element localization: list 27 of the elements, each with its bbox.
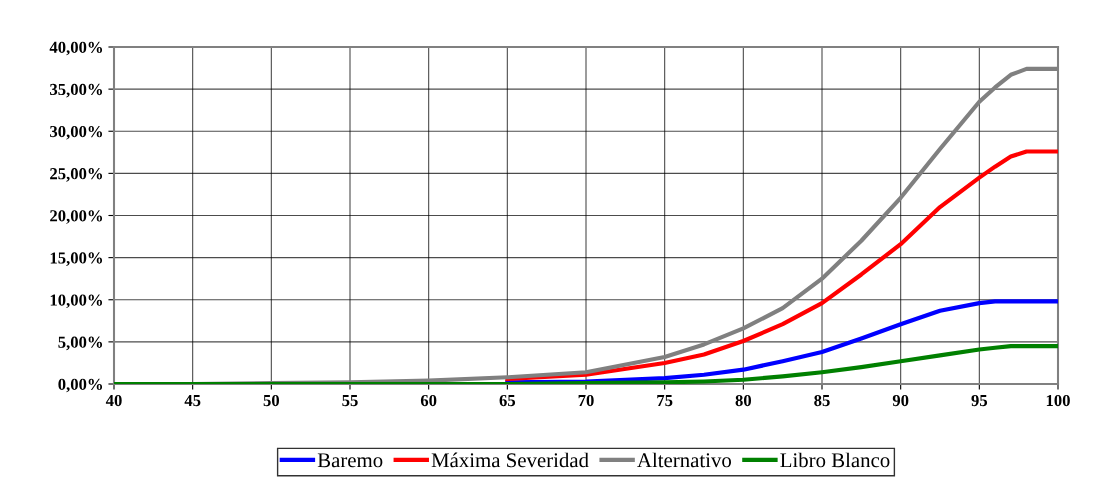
y-tick-label: 5,00% — [58, 336, 103, 351]
y-tick-label: 15,00% — [50, 252, 103, 266]
y-tick-label: 20,00% — [50, 210, 103, 224]
y-tick-label: 10,00% — [50, 294, 103, 309]
line-series — [505, 149, 1058, 382]
x-tick-label: 55 — [342, 395, 358, 407]
x-tick-label: 85 — [814, 394, 830, 407]
x-tick-label: 70 — [578, 394, 594, 407]
x-tick-label: 65 — [499, 394, 516, 407]
y-tick-label: 30,00% — [50, 125, 103, 140]
x-tick-label: 45 — [184, 395, 201, 407]
x-tick-label: 100 — [1046, 394, 1070, 407]
y-tick-label: 35,00% — [50, 83, 103, 98]
legend-label: Máxima Severidad — [431, 452, 589, 468]
x-tick-label: 75 — [657, 395, 673, 407]
x-tick-label: 50 — [263, 394, 280, 407]
y-tick-label: 0,00% — [58, 378, 103, 393]
y-tick-label: 40,00% — [49, 41, 103, 56]
x-tick-label: 60 — [420, 394, 437, 407]
legend-label: Alternativo — [637, 452, 732, 468]
x-tick-label: 40 — [105, 394, 122, 407]
legend-label: Libro Blanco — [780, 452, 890, 468]
x-tick-label: 90 — [892, 394, 909, 407]
legend-label: Baremo — [317, 453, 383, 468]
x-tick-label: 95 — [971, 394, 988, 407]
y-tick-label: 25,00% — [50, 168, 103, 182]
x-tick-label: 80 — [735, 394, 752, 407]
